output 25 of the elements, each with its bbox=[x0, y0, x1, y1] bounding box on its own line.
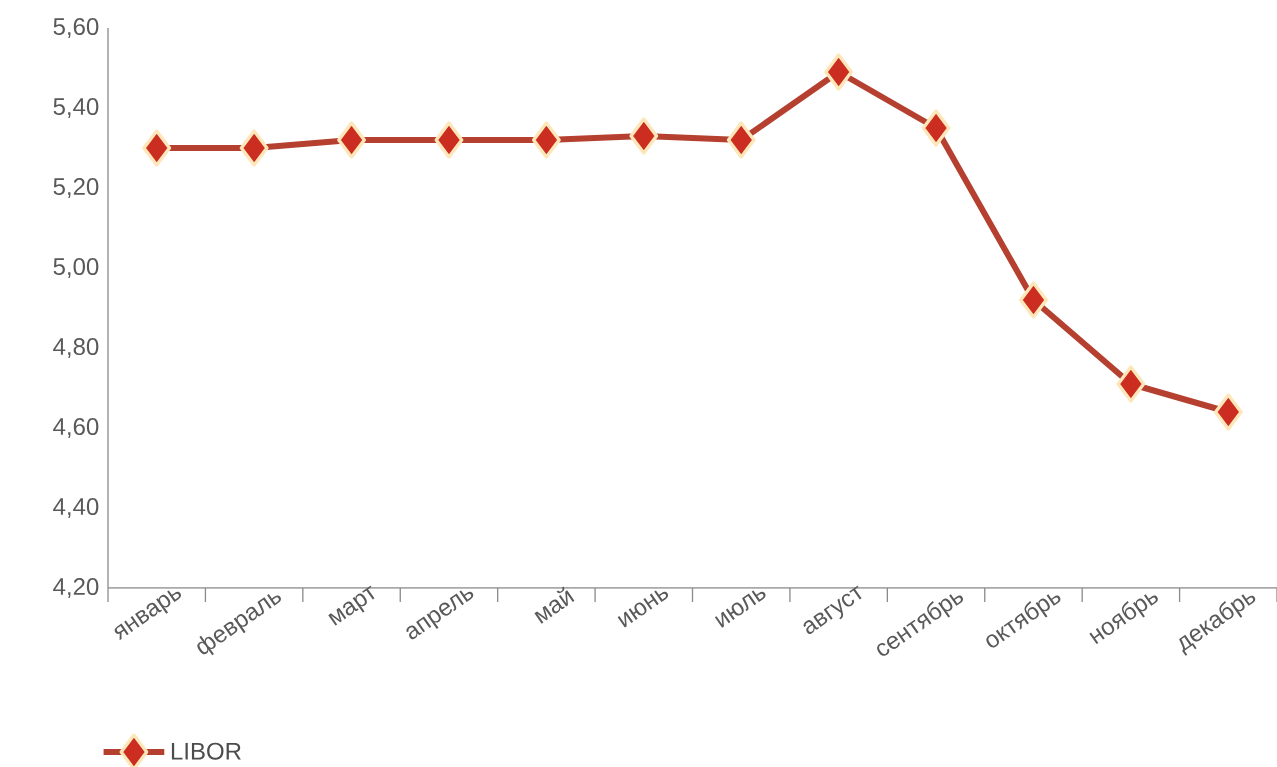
y-tick-label: 4,40 bbox=[53, 498, 99, 518]
point bbox=[239, 129, 269, 167]
point bbox=[531, 121, 561, 159]
point bbox=[726, 121, 756, 159]
y-tick-label: 5,00 bbox=[53, 258, 99, 278]
point bbox=[434, 121, 464, 159]
y-tick-label: 5,60 bbox=[53, 18, 99, 38]
x-tick-label: июнь bbox=[617, 590, 669, 628]
y-tick-label: 4,60 bbox=[53, 418, 99, 438]
point bbox=[629, 117, 659, 155]
point bbox=[921, 109, 951, 147]
x-tick-label: май bbox=[534, 586, 575, 624]
x-tick-label: июль bbox=[714, 590, 766, 628]
x-tick-label: март bbox=[328, 585, 375, 626]
y-tick-label: 4,20 bbox=[53, 578, 99, 598]
point bbox=[142, 129, 172, 167]
y-tick-label: 5,20 bbox=[53, 178, 99, 198]
point bbox=[824, 53, 854, 91]
point bbox=[1213, 393, 1243, 431]
point bbox=[337, 121, 366, 159]
legend-label: LIBOR bbox=[171, 742, 241, 760]
point bbox=[1019, 281, 1048, 319]
y-tick-label: 4,80 bbox=[53, 338, 99, 358]
point bbox=[1116, 365, 1146, 403]
y-tick-label: 5,40 bbox=[53, 98, 99, 118]
